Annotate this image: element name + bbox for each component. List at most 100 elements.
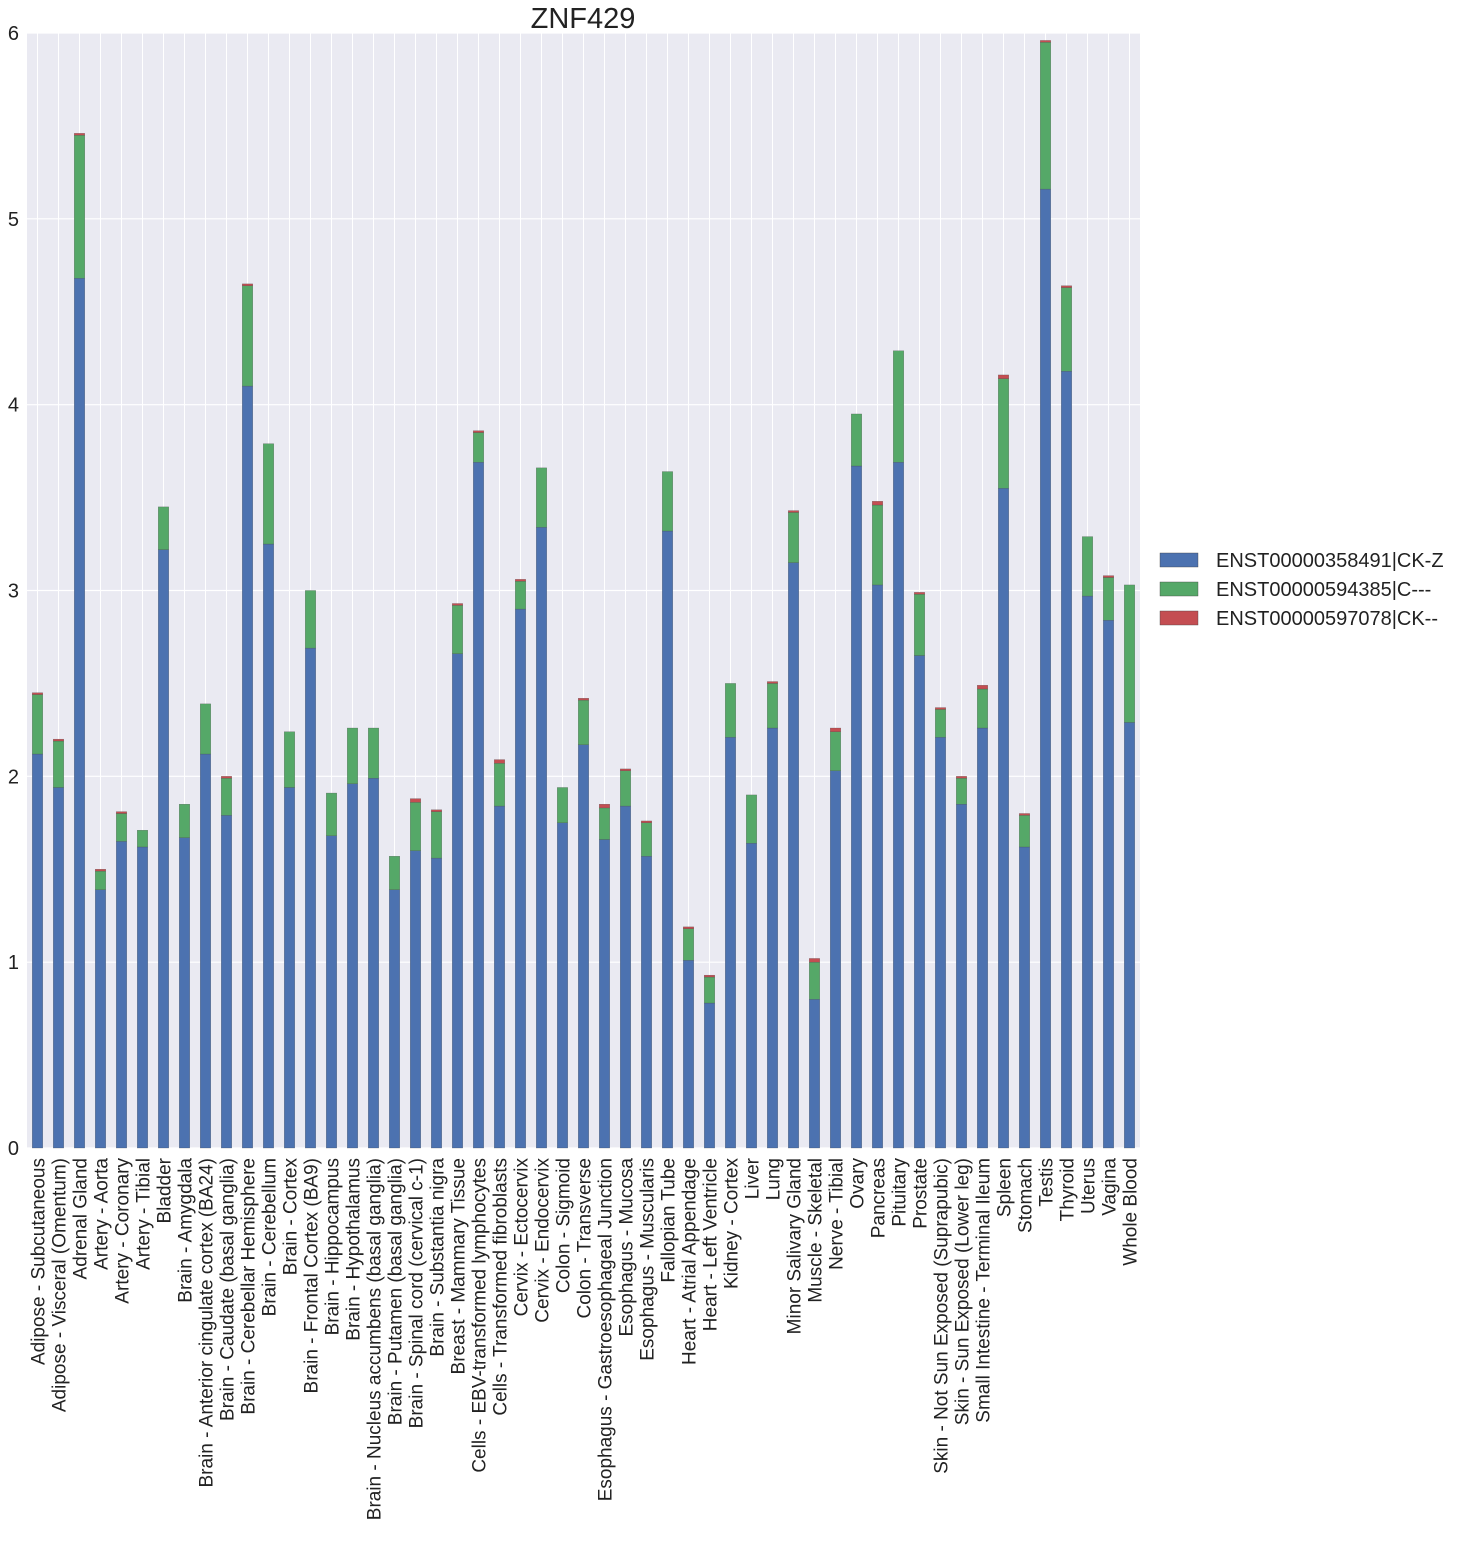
bar-segment-series-2 (851, 413, 862, 467)
bar-segment-series-2 (914, 594, 925, 656)
bar-segment-series-1 (746, 843, 757, 1149)
bar-segment-series-1 (410, 850, 421, 1149)
bar-segment-series-1 (95, 889, 106, 1149)
bar-segment-series-3 (788, 510, 799, 513)
bar-segment-series-1 (641, 856, 652, 1149)
bar-segment-series-1 (242, 385, 253, 1149)
bar-segment-series-2 (515, 581, 526, 610)
bar-segment-series-1 (368, 777, 379, 1149)
y-tick-label: 0 (8, 1138, 19, 1160)
bar-segment-series-1 (851, 465, 862, 1149)
bar-segment-series-3 (809, 958, 820, 963)
bars (32, 40, 1135, 1149)
bar-segment-series-2 (704, 976, 715, 1004)
bar-segment-series-3 (494, 759, 505, 764)
x-tick-label: Spleen (995, 1158, 1016, 1217)
x-tick-label: Muscle - Skeletal (806, 1158, 827, 1303)
bar-segment-series-3 (32, 692, 43, 695)
bar-segment-series-2 (998, 378, 1009, 489)
bar-segment-series-2 (158, 506, 169, 550)
bar-segment-series-2 (221, 777, 232, 816)
bar-segment-series-3 (620, 768, 631, 771)
bar-segment-series-1 (284, 787, 295, 1149)
bar-segment-series-1 (788, 562, 799, 1149)
bar-segment-series-3 (977, 685, 988, 690)
bar-segment-series-1 (263, 543, 274, 1149)
x-tick-label: Adrenal Gland (71, 1158, 92, 1279)
x-tick-label: Heart - Atrial Appendage (680, 1158, 701, 1365)
bar-segment-series-2 (200, 703, 211, 755)
bar-segment-series-2 (473, 432, 484, 463)
y-axis-ticks: 0 1 2 3 4 5 6 (8, 23, 19, 1160)
bar-segment-series-3 (767, 681, 778, 684)
bar-segment-series-2 (830, 731, 841, 771)
bar-segment-series-3 (998, 374, 1009, 379)
x-tick-label: Brain - Caudate (basal ganglia) (218, 1158, 239, 1421)
bar-segment-series-1 (809, 999, 820, 1149)
bar-segment-series-1 (347, 783, 358, 1149)
bar-segment-series-3 (221, 776, 232, 779)
bar-segment-series-1 (599, 839, 610, 1149)
x-tick-label: Esophagus - Mucosa (617, 1158, 638, 1337)
bar-segment-series-2 (179, 804, 190, 838)
bar-segment-series-2 (893, 350, 904, 463)
x-tick-label: Thyroid (1058, 1158, 1079, 1221)
bar-segment-series-2 (788, 512, 799, 563)
x-axis-ticks: Adipose - Subcutaneous Adipose - Visceral… (29, 1157, 1142, 1520)
bar-segment-series-1 (935, 737, 946, 1149)
bar-segment-series-2 (410, 802, 421, 851)
y-tick-label: 1 (8, 952, 19, 974)
bar-segment-series-2 (305, 590, 316, 649)
x-tick-label: Skin - Not Sun Exposed (Suprapubic) (932, 1158, 953, 1474)
x-tick-label: Kidney - Cortex (722, 1158, 743, 1289)
legend-swatch (1159, 552, 1199, 568)
x-tick-label: Brain - Amygdala (176, 1158, 197, 1303)
bar-segment-series-1 (683, 960, 694, 1149)
legend-label: ENST00000597078|CK-- (1216, 608, 1438, 630)
x-tick-label: Brain - Substantia nigra (428, 1158, 449, 1357)
bar-segment-series-2 (578, 699, 589, 745)
bar-segment-series-3 (1103, 575, 1114, 578)
x-tick-label: Ovary (848, 1158, 869, 1209)
bar-segment-series-1 (830, 770, 841, 1149)
x-tick-label: Brain - Spinal cord (cervical c-1) (407, 1158, 428, 1428)
y-tick-label: 4 (8, 395, 19, 417)
legend-swatch (1159, 581, 1199, 597)
y-tick-label: 5 (8, 209, 19, 231)
bar-segment-series-1 (158, 549, 169, 1149)
bar-segment-series-1 (557, 822, 568, 1149)
bar-segment-series-1 (767, 727, 778, 1149)
bar-segment-series-1 (116, 841, 127, 1149)
bar-segment-series-2 (1082, 536, 1093, 597)
x-tick-label: Bladder (155, 1157, 176, 1223)
x-tick-label: Pancreas (869, 1158, 890, 1238)
bar-segment-series-3 (95, 869, 106, 872)
bar-segment-series-2 (53, 740, 64, 788)
x-tick-label: Whole Blood (1121, 1158, 1142, 1266)
x-tick-label: Brain - Nucleus accumbens (basal ganglia… (365, 1158, 386, 1520)
bar-segment-series-1 (221, 815, 232, 1149)
bar-segment-series-1 (725, 737, 736, 1149)
bar-segment-series-2 (263, 443, 274, 545)
bar-segment-series-2 (620, 770, 631, 807)
x-tick-label: Breast - Mammary Tissue (449, 1158, 470, 1374)
bar-segment-series-2 (977, 688, 988, 729)
bar-segment-series-2 (599, 807, 610, 840)
bar-segment-series-2 (431, 811, 442, 859)
bar-segment-series-2 (767, 683, 778, 729)
bar-segment-series-1 (872, 584, 883, 1149)
x-tick-label: Heart - Left Ventricle (701, 1158, 722, 1331)
bar-segment-series-1 (1040, 188, 1051, 1149)
bar-segment-series-2 (494, 763, 505, 807)
x-tick-label: Brain - Hippocampus (323, 1158, 344, 1335)
bar-segment-series-2 (284, 731, 295, 788)
bar-segment-series-2 (95, 870, 106, 890)
bar-segment-series-2 (1103, 577, 1114, 621)
bar-segment-series-2 (347, 727, 358, 784)
bar-segment-series-2 (872, 504, 883, 586)
bar-segment-series-1 (998, 488, 1009, 1149)
bar-segment-series-1 (74, 278, 85, 1149)
bar-segment-series-2 (1019, 815, 1030, 848)
x-tick-label: Colon - Transverse (575, 1158, 596, 1319)
